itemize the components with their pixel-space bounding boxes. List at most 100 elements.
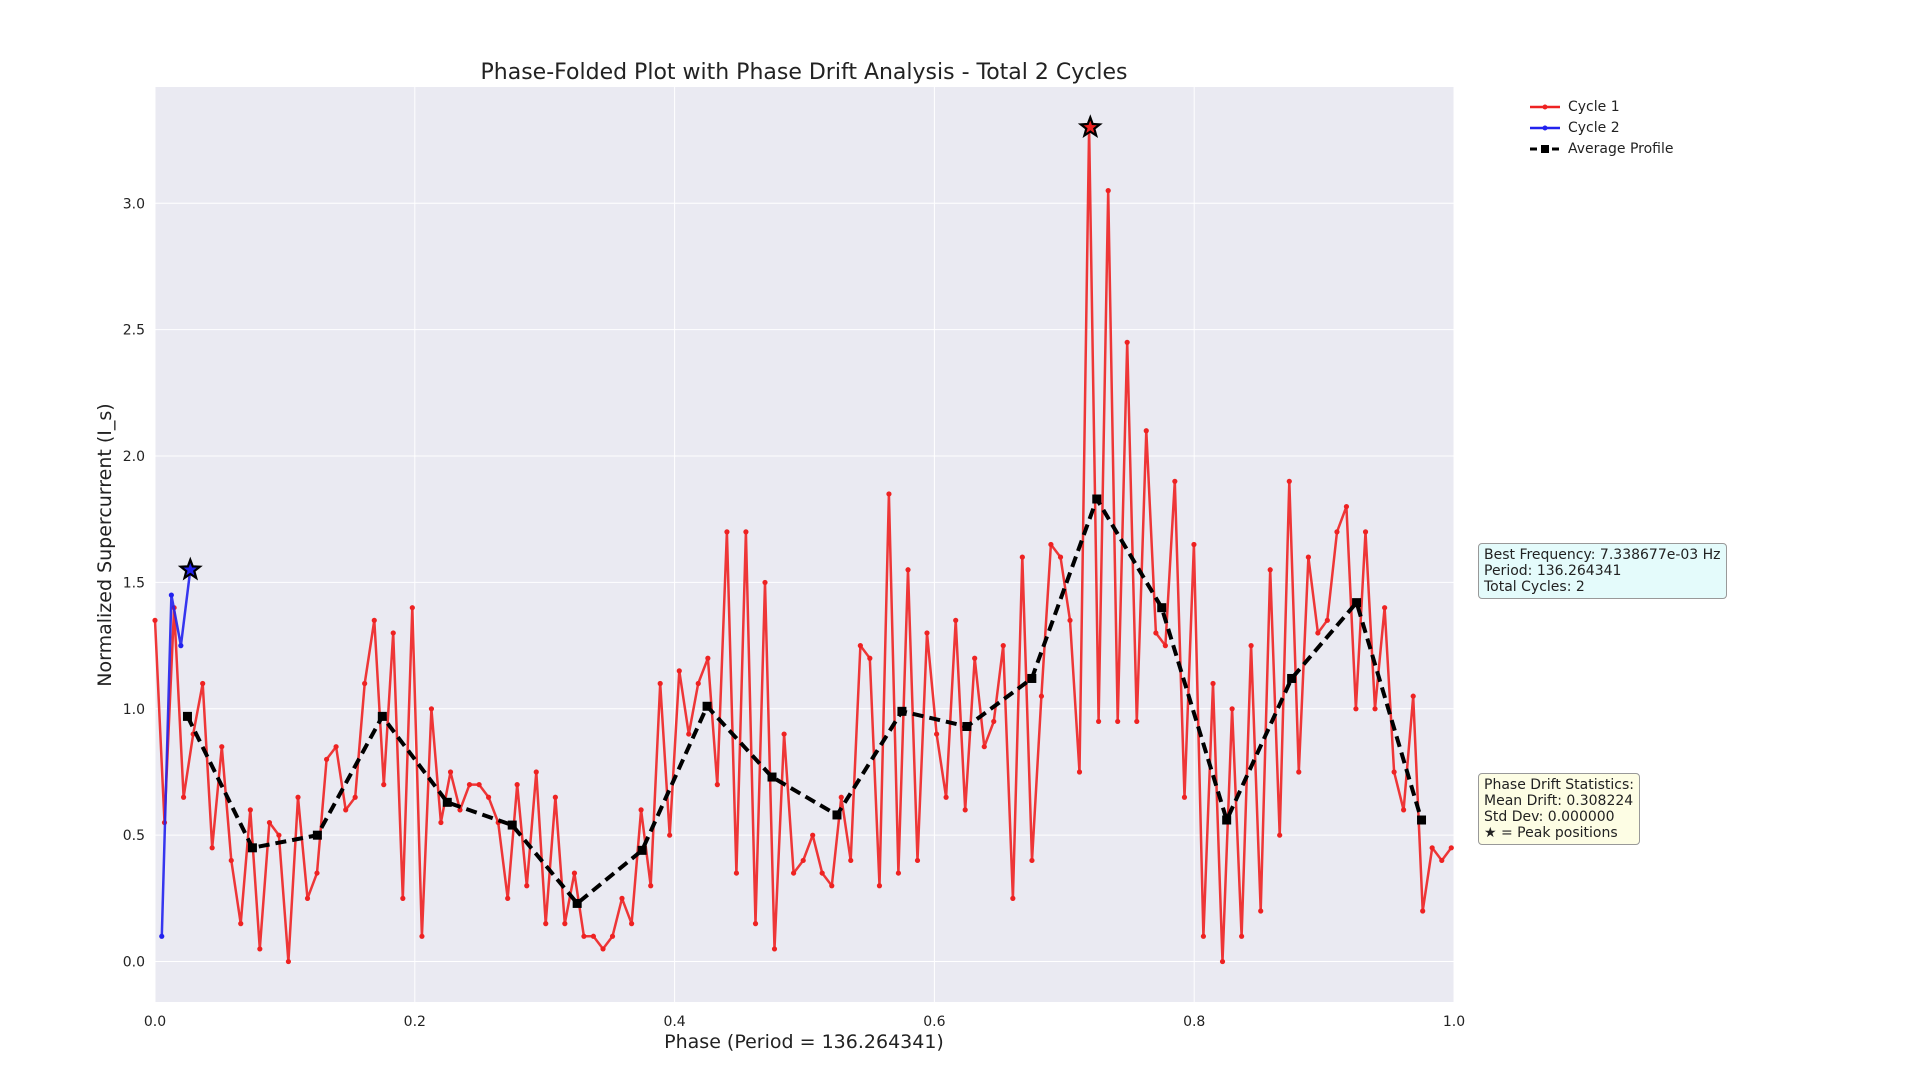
data-point xyxy=(838,794,844,800)
data-point xyxy=(590,933,597,939)
data-point xyxy=(159,933,165,939)
data-point xyxy=(1153,630,1159,636)
data-point xyxy=(790,870,797,876)
data-point xyxy=(1143,428,1149,434)
data-point xyxy=(285,958,292,965)
data-point xyxy=(943,794,949,800)
data-point xyxy=(705,655,711,661)
x-tick-label: 1.0 xyxy=(1443,1014,1465,1030)
info-line: Std Dev: 0.000000 xyxy=(1484,809,1615,825)
data-point xyxy=(581,933,587,939)
data-point xyxy=(1057,554,1064,560)
data-point xyxy=(609,933,616,939)
series-line-3 xyxy=(185,497,1424,906)
data-point xyxy=(1362,529,1369,535)
data-point xyxy=(1448,845,1454,851)
data-point xyxy=(1277,832,1283,838)
x-axis-label: Phase (Period = 136.264341) xyxy=(664,1031,944,1053)
legend-line-icon xyxy=(1530,104,1560,109)
data-point xyxy=(686,731,692,737)
legend-item-average-profile: Average Profile xyxy=(1530,138,1673,159)
data-point xyxy=(1181,794,1188,800)
y-tick-label: 1.5 xyxy=(123,575,145,591)
data-point xyxy=(1191,541,1197,548)
data-point xyxy=(1038,693,1045,699)
data-point xyxy=(1105,188,1111,194)
legend-label: Cycle 2 xyxy=(1568,119,1620,136)
data-point xyxy=(695,680,701,687)
average-point xyxy=(507,820,517,830)
average-point xyxy=(312,830,322,840)
data-point xyxy=(1219,958,1226,965)
legend-line-icon xyxy=(1530,144,1560,153)
data-point xyxy=(752,921,759,927)
x-tick-label: 0.2 xyxy=(404,1014,426,1030)
data-point xyxy=(514,782,520,788)
data-point xyxy=(1029,857,1035,864)
data-point xyxy=(629,921,635,927)
chart-title: Phase-Folded Plot with Phase Drift Analy… xyxy=(481,60,1128,85)
data-point xyxy=(543,921,549,927)
data-point xyxy=(1076,769,1083,775)
data-point xyxy=(228,857,234,864)
legend-label: Average Profile xyxy=(1568,140,1674,157)
data-point xyxy=(343,807,349,813)
tick-labels: 0.0 0.2 0.4 0.6 0.8 1.0 0.0 0.5 1.0 1.5 2.0 2.5 3.0 xyxy=(123,196,1465,1030)
data-point xyxy=(914,857,921,864)
data-point xyxy=(352,794,358,800)
y-axis-label: Normalized Supercurrent (I_s) xyxy=(94,403,116,686)
data-point xyxy=(733,870,740,876)
drift-statistics-box: Phase Drift Statistics: Mean Drift: 0.30… xyxy=(1478,773,1641,845)
data-point xyxy=(771,946,778,952)
data-point xyxy=(934,731,940,737)
average-point xyxy=(1157,603,1167,613)
data-point xyxy=(1134,718,1140,725)
data-point xyxy=(314,870,320,876)
data-point xyxy=(648,883,654,889)
average-point xyxy=(1027,673,1037,683)
data-point xyxy=(304,895,311,901)
average-point xyxy=(182,711,192,721)
data-point xyxy=(1210,680,1216,687)
average-point xyxy=(1092,494,1102,504)
data-point xyxy=(1172,478,1178,484)
frequency-info-box: Best Frequency: 7.338677e-03 Hz Period: … xyxy=(1478,543,1727,599)
data-point xyxy=(1229,706,1235,712)
data-point xyxy=(152,617,158,623)
y-tick-label: 2.0 xyxy=(123,449,145,465)
data-point xyxy=(962,807,968,813)
data-point xyxy=(972,655,978,661)
average-point xyxy=(442,797,452,807)
data-point xyxy=(362,680,368,687)
average-point xyxy=(1352,598,1362,608)
data-point xyxy=(743,529,749,535)
x-tick-label: 0.4 xyxy=(663,1014,685,1030)
data-point xyxy=(1000,643,1006,649)
data-point xyxy=(1067,617,1073,623)
data-point xyxy=(1258,908,1264,914)
data-point xyxy=(400,895,406,901)
data-point xyxy=(1382,605,1388,611)
data-point xyxy=(1343,503,1350,510)
data-point xyxy=(600,946,606,952)
y-tick-label: 3.0 xyxy=(123,196,145,212)
x-tick-label: 0.8 xyxy=(1183,1014,1205,1030)
data-point xyxy=(533,769,539,775)
data-point xyxy=(1095,718,1102,725)
data-point xyxy=(1420,908,1426,914)
data-point xyxy=(848,857,854,864)
data-point xyxy=(1124,339,1130,345)
data-point xyxy=(257,946,263,952)
data-point xyxy=(381,782,387,788)
x-tick-label: 0.0 xyxy=(144,1014,166,1030)
data-point xyxy=(390,630,396,636)
data-point xyxy=(447,769,454,775)
data-point xyxy=(867,655,873,661)
data-point xyxy=(1391,769,1397,775)
legend-label: Cycle 1 xyxy=(1568,98,1620,115)
data-point xyxy=(1286,478,1292,484)
data-point xyxy=(724,529,730,535)
average-point xyxy=(377,711,387,721)
data-point xyxy=(991,718,997,725)
